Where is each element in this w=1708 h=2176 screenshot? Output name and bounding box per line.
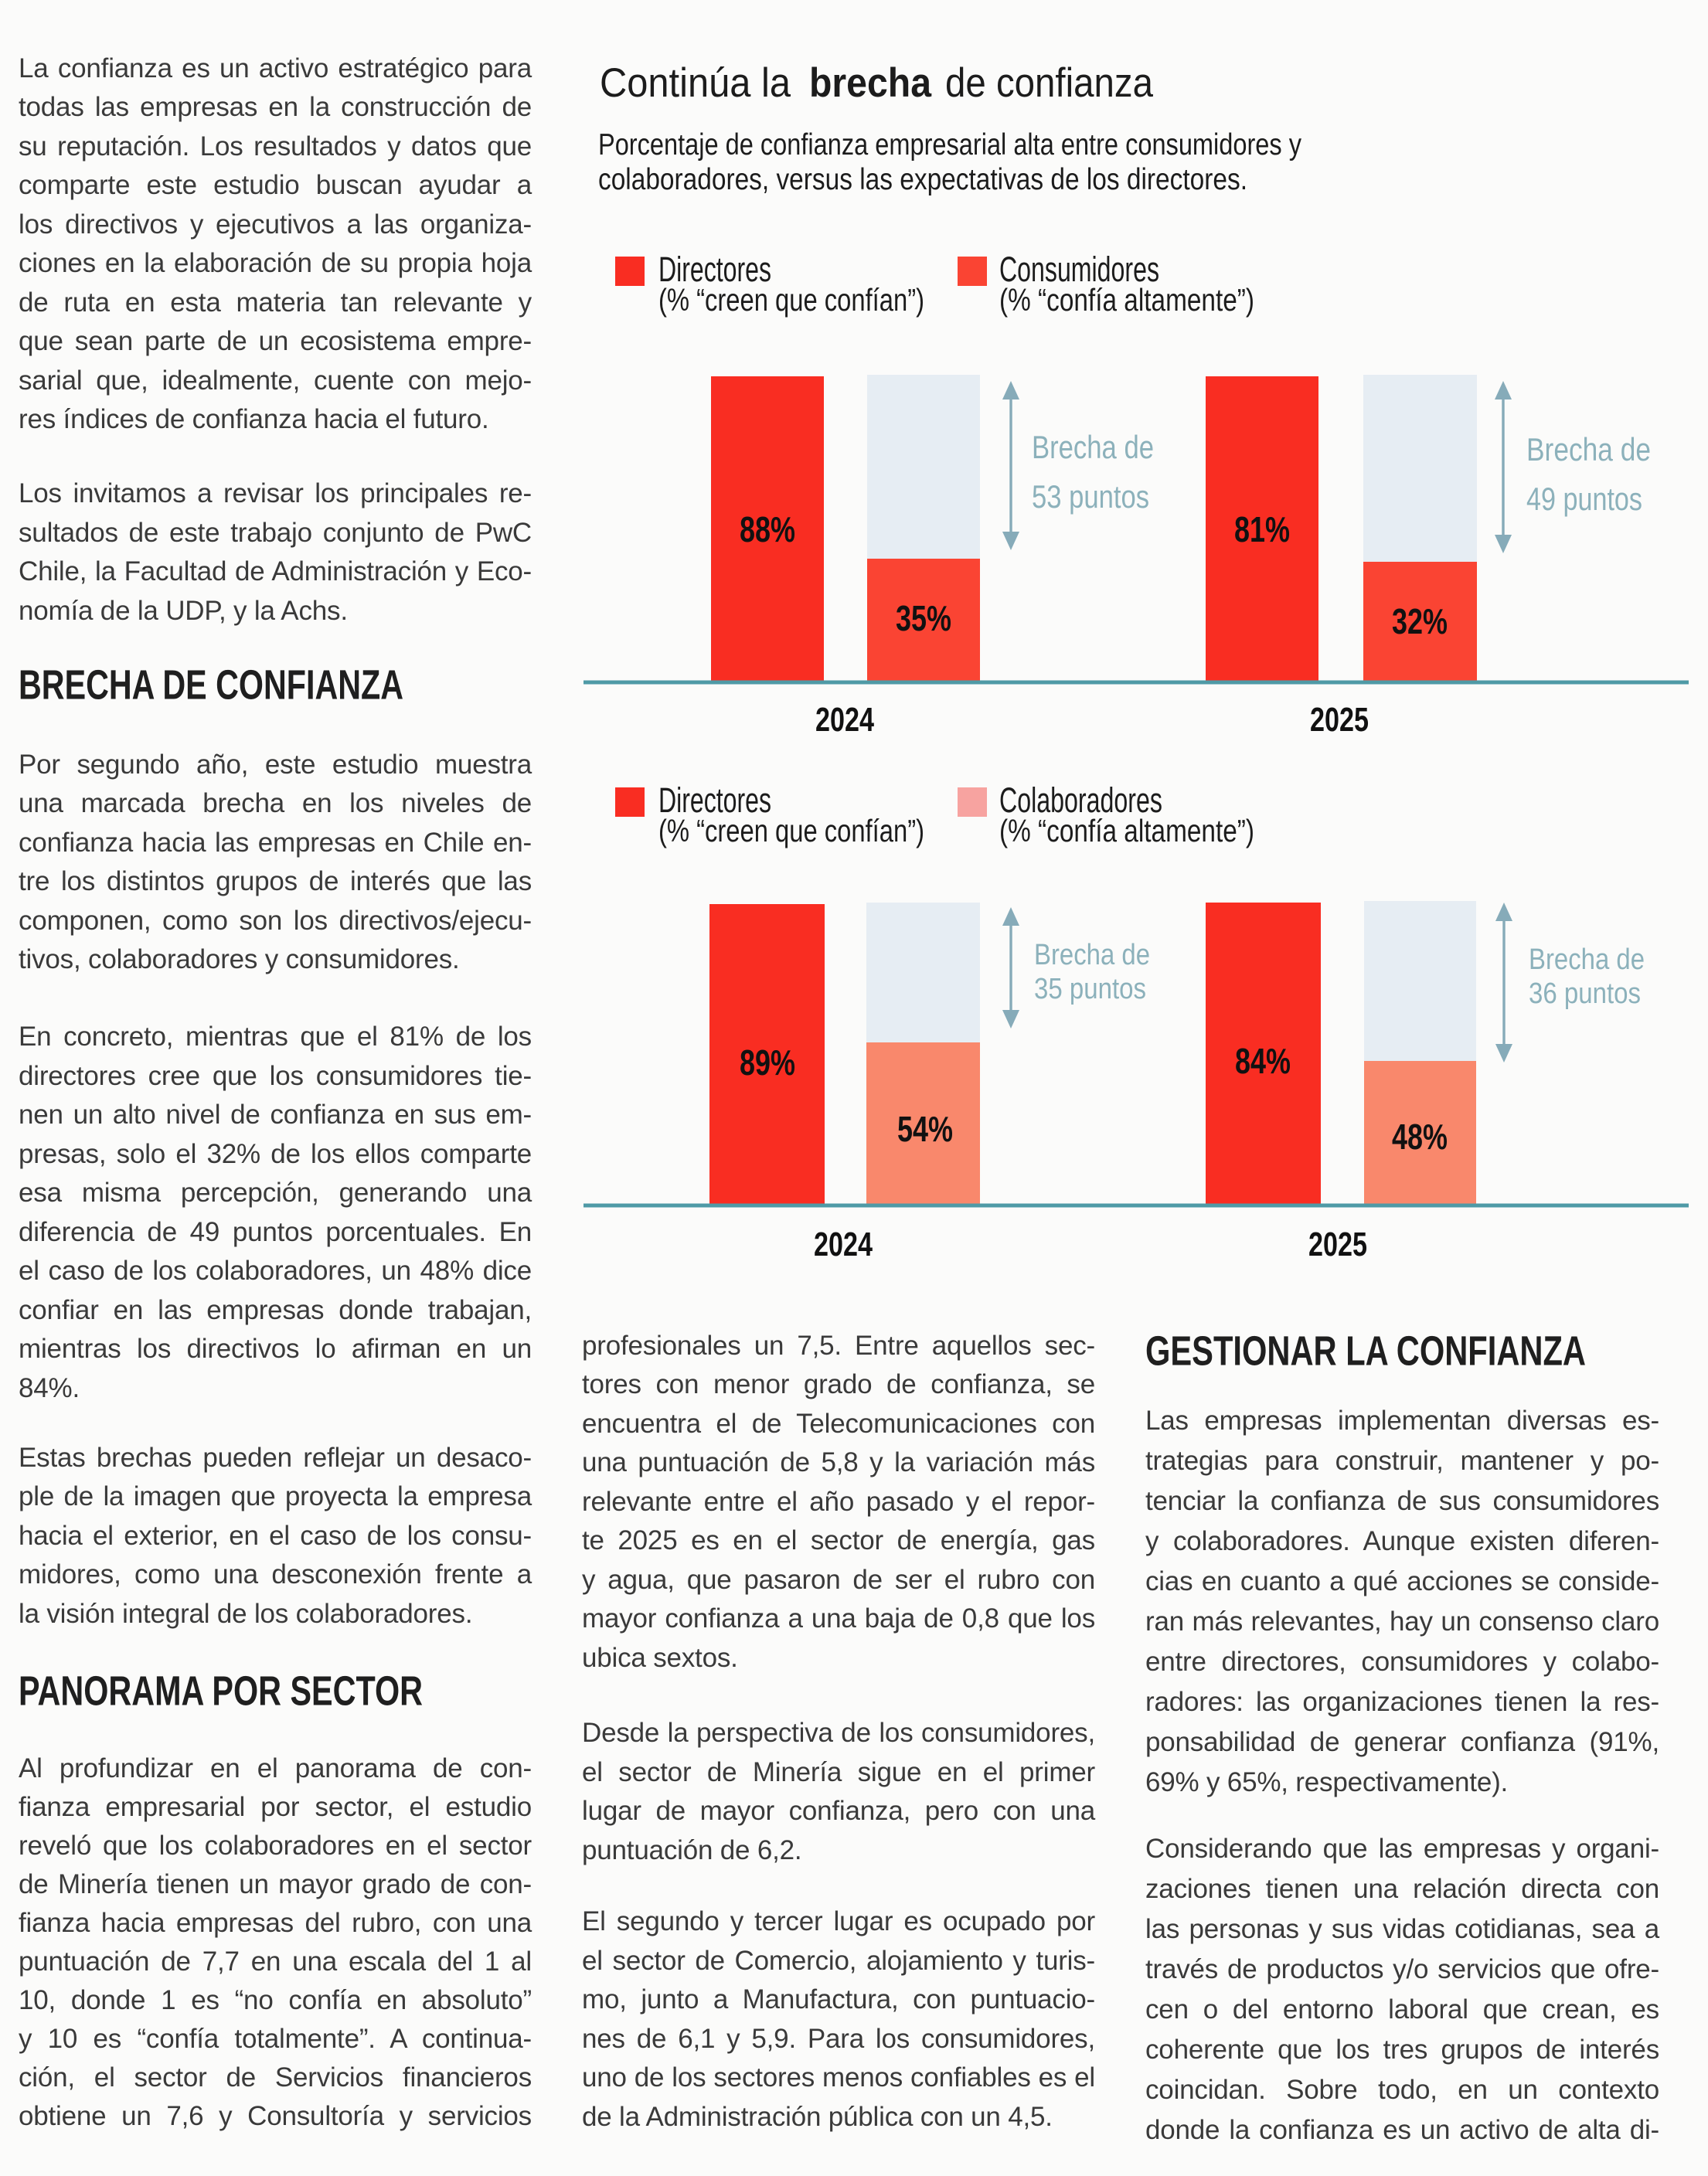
svg-text:89%: 89% (740, 1042, 795, 1083)
svg-text:2024: 2024 (814, 1226, 873, 1263)
svg-text:2025: 2025 (1308, 1226, 1367, 1263)
svg-text:Continúa la: Continúa la (600, 60, 791, 106)
svg-text:Porcentaje de confianza empres: Porcentaje de confianza empresarial alta… (598, 128, 1301, 162)
svg-text:(% “confía altamente”): (% “confía altamente”) (999, 282, 1254, 318)
svg-text:35 puntos: 35 puntos (1034, 973, 1146, 1005)
svg-text:Brecha de: Brecha de (1529, 944, 1645, 976)
svg-text:2025: 2025 (1310, 701, 1369, 739)
svg-text:(% “creen que confían”): (% “creen que confían”) (658, 813, 924, 848)
svg-text:48%: 48% (1392, 1117, 1448, 1157)
svg-text:84%: 84% (1235, 1041, 1291, 1081)
svg-text:81%: 81% (1234, 509, 1290, 549)
svg-text:BRECHA DE CONFIANZA: BRECHA DE CONFIANZA (19, 662, 403, 709)
svg-text:54%: 54% (897, 1109, 953, 1149)
svg-text:(% “creen que confían”): (% “creen que confían”) (658, 282, 924, 318)
svg-text:Directores: Directores (658, 780, 771, 820)
svg-text:GESTIONAR LA CONFIANZA: GESTIONAR LA CONFIANZA (1145, 1328, 1586, 1375)
svg-text:Brecha de: Brecha de (1526, 431, 1651, 468)
svg-text:PANORAMA POR SECTOR: PANORAMA POR SECTOR (19, 1668, 423, 1715)
svg-text:brecha: brecha (809, 60, 931, 106)
svg-text:Brecha de: Brecha de (1032, 429, 1154, 465)
svg-text:53 puntos: 53 puntos (1032, 478, 1149, 515)
svg-text:49 puntos: 49 puntos (1526, 481, 1642, 517)
svg-text:Directores: Directores (658, 250, 771, 289)
svg-text:de confianza: de confianza (945, 60, 1153, 106)
svg-text:2024: 2024 (815, 701, 874, 739)
svg-text:36 puntos: 36 puntos (1529, 978, 1641, 1010)
svg-text:colaboradores, versus las expe: colaboradores, versus las expectativas d… (598, 163, 1247, 196)
svg-text:Consumidores: Consumidores (999, 250, 1159, 289)
svg-text:(% “confía altamente”): (% “confía altamente”) (999, 813, 1254, 848)
svg-text:Colaboradores: Colaboradores (999, 780, 1162, 820)
svg-text:32%: 32% (1392, 601, 1448, 641)
svg-text:88%: 88% (740, 509, 795, 549)
svg-text:Brecha de: Brecha de (1034, 939, 1150, 971)
svg-text:35%: 35% (896, 598, 951, 638)
